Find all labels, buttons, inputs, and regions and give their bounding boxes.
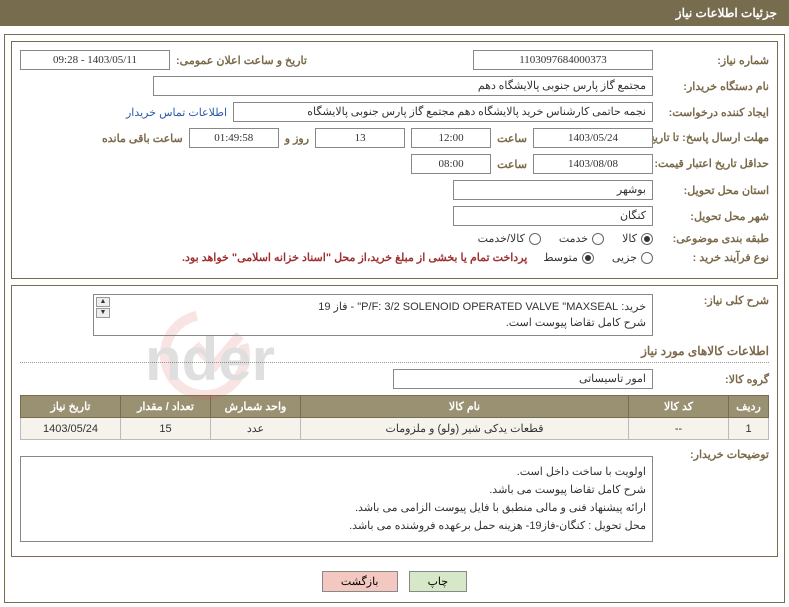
payment-note: پرداخت تمام یا بخشی از مبلغ خرید،از محل … <box>182 251 527 264</box>
deadline-date: 1403/05/24 <box>533 128 653 148</box>
summary-box: شرح کلی نیاز: خرید: P/F: 3/2 SOLENOID OP… <box>11 285 778 557</box>
city-value: کنگان <box>453 206 653 226</box>
th-idx: ردیف <box>729 396 769 418</box>
deadline-label: مهلت ارسال پاسخ: تا تاریخ: <box>659 132 769 145</box>
page-header: جزئیات اطلاعات نیاز <box>0 0 789 26</box>
print-button[interactable]: چاپ <box>409 571 468 592</box>
contact-link[interactable]: اطلاعات تماس خریدار <box>126 106 227 119</box>
spinner-icon[interactable]: ▲▼ <box>96 297 110 318</box>
requester-value: نجمه حاتمی کارشناس خرید پالایشگاه دهم مج… <box>233 102 653 122</box>
radio-dot-icon <box>582 252 594 264</box>
province-value: بوشهر <box>453 180 653 200</box>
th-code: کد کالا <box>629 396 729 418</box>
deadline-days: 13 <box>315 128 405 148</box>
buyernotes-label: توضیحات خریدار: <box>659 448 769 461</box>
province-label: استان محل تحویل: <box>659 184 769 197</box>
deadline-remain: 01:49:58 <box>189 128 279 148</box>
goods-group-value: امور تاسیساتی <box>393 369 653 389</box>
category-label: طبقه بندی موضوعی: <box>659 232 769 245</box>
back-button[interactable]: بازگشت <box>322 571 398 592</box>
buyer-notes-box: اولویت با ساخت داخل است. شرح کامل تقاضا … <box>20 456 653 542</box>
th-date: تاریخ نیاز <box>21 396 121 418</box>
deadline-time: 12:00 <box>411 128 491 148</box>
category-radios: کالا خدمت کالا/خدمت <box>478 232 653 245</box>
radio-dot-icon <box>529 233 541 245</box>
main-panel: AriaTender شماره نیاز: 1103097684000373 … <box>4 34 785 603</box>
td-unit: عدد <box>211 418 301 440</box>
announce-value: 1403/05/11 - 09:28 <box>20 50 170 70</box>
process-radios: جزیی متوسط <box>543 251 653 264</box>
buyer-org-value: مجتمع گاز پارس جنوبی پالایشگاه دهم <box>153 76 653 96</box>
need-no-label: شماره نیاز: <box>659 54 769 67</box>
note-l2: شرح کامل تقاضا پیوست می باشد. <box>27 481 646 499</box>
requester-label: ایجاد کننده درخواست: <box>659 106 769 119</box>
summary-label: شرح کلی نیاز: <box>659 294 769 307</box>
details-box: شماره نیاز: 1103097684000373 تاریخ و ساع… <box>11 41 778 279</box>
note-l4: محل تحویل : کنگان-فاز19- هزینه حمل برعهد… <box>27 517 646 535</box>
note-l1: اولویت با ساخت داخل است. <box>27 463 646 481</box>
buyer-org-label: نام دستگاه خریدار: <box>659 80 769 93</box>
remain-label: ساعت باقی مانده <box>102 132 183 145</box>
goods-section-title: اطلاعات کالاهای مورد نیاز <box>20 344 769 363</box>
days-label: روز و <box>285 132 309 145</box>
th-qty: تعداد / مقدار <box>121 396 211 418</box>
td-name: قطعات یدکی شیر (ولو) و ملزومات <box>301 418 629 440</box>
pricevalid-time-label: ساعت <box>497 158 527 171</box>
th-unit: واحد شمارش <box>211 396 301 418</box>
summary-text: خرید: P/F: 3/2 SOLENOID OPERATED VALVE "… <box>93 294 653 336</box>
goods-table: ردیف کد کالا نام کالا واحد شمارش تعداد /… <box>20 395 769 440</box>
radio-medium[interactable]: متوسط <box>543 251 594 264</box>
pricevalid-label: حداقل تاریخ اعتبار قیمت: تا تاریخ: <box>659 158 769 171</box>
deadline-time-label: ساعت <box>497 132 527 145</box>
radio-service[interactable]: خدمت <box>559 232 604 245</box>
radio-goods[interactable]: کالا <box>622 232 653 245</box>
pricevalid-date: 1403/08/08 <box>533 154 653 174</box>
page-title: جزئیات اطلاعات نیاز <box>676 6 777 20</box>
note-l3: ارائه پیشنهاد فنی و مالی منطبق با فایل پ… <box>27 499 646 517</box>
td-qty: 15 <box>121 418 211 440</box>
radio-dot-icon <box>592 233 604 245</box>
announce-label: تاریخ و ساعت اعلان عمومی: <box>176 54 307 67</box>
city-label: شهر محل تحویل: <box>659 210 769 223</box>
td-idx: 1 <box>729 418 769 440</box>
table-row: 1 -- قطعات یدکی شیر (ولو) و ملزومات عدد … <box>21 418 769 440</box>
summary-line2: شرح کامل تقاضا پیوست است. <box>100 315 646 331</box>
button-row: چاپ بازگشت <box>5 563 784 602</box>
table-header-row: ردیف کد کالا نام کالا واحد شمارش تعداد /… <box>21 396 769 418</box>
summary-line1: خرید: P/F: 3/2 SOLENOID OPERATED VALVE "… <box>100 299 646 315</box>
td-code: -- <box>629 418 729 440</box>
radio-dot-icon <box>641 233 653 245</box>
process-label: نوع فرآیند خرید : <box>659 251 769 264</box>
pricevalid-time: 08:00 <box>411 154 491 174</box>
radio-both[interactable]: کالا/خدمت <box>478 232 541 245</box>
th-name: نام کالا <box>301 396 629 418</box>
need-no-value: 1103097684000373 <box>473 50 653 70</box>
td-date: 1403/05/24 <box>21 418 121 440</box>
radio-dot-icon <box>641 252 653 264</box>
goods-group-label: گروه کالا: <box>659 373 769 386</box>
radio-minor[interactable]: جزیی <box>612 251 653 264</box>
